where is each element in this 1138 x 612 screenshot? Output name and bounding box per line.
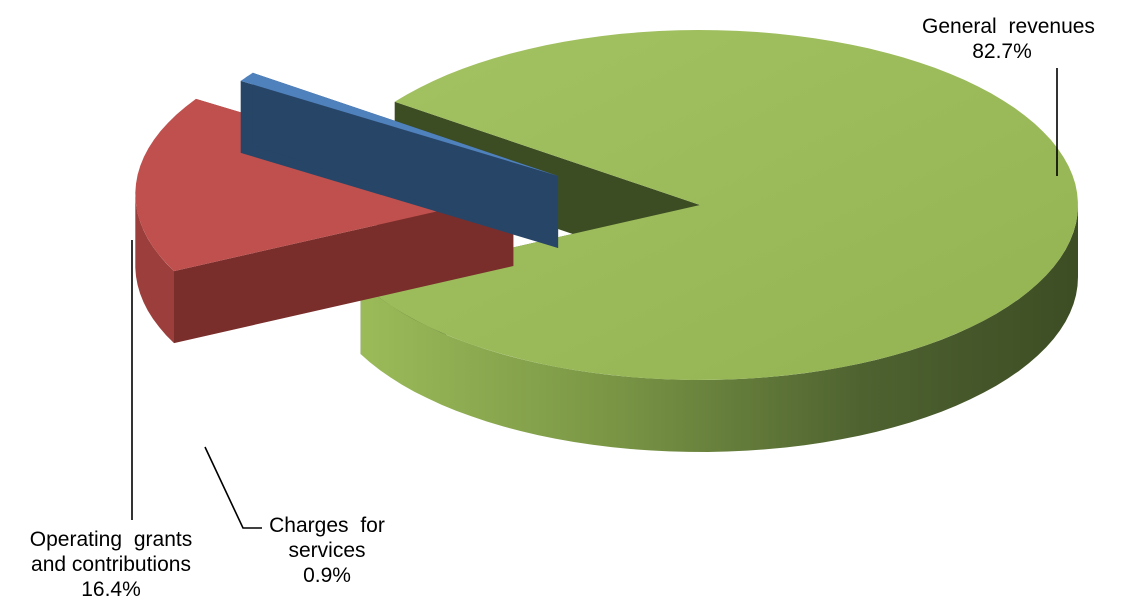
slice-general-revenues-side-0 bbox=[360, 205, 1078, 452]
label-charges-for-services: Charges for services 0.9% bbox=[262, 513, 392, 588]
slice-general-revenues-top bbox=[360, 30, 1078, 380]
label-operating-grants-name-line1: Operating grants bbox=[29, 528, 193, 551]
label-charges-value: 0.9% bbox=[303, 564, 351, 587]
slice-charges-for-services bbox=[240, 72, 559, 249]
label-operating-grants-value: 16.4% bbox=[81, 578, 141, 601]
label-charges-name-line2: services bbox=[288, 539, 366, 562]
slice-operating-grants-side-0 bbox=[135, 195, 174, 344]
label-operating-grants-name-line2: and contributions bbox=[31, 553, 191, 576]
label-general-revenues-value: 82.7% bbox=[972, 40, 1032, 63]
label-operating-grants: Operating grants and contributions 16.4% bbox=[6, 527, 216, 602]
leader-charges-for-services bbox=[204, 446, 262, 529]
label-general-revenues: General revenues 82.7% bbox=[922, 14, 1095, 64]
slice-general-revenues bbox=[360, 30, 1078, 452]
slice-operating-grants-top bbox=[135, 98, 514, 272]
label-general-revenues-name: General revenues bbox=[922, 15, 1095, 38]
label-charges-name-line1: Charges for bbox=[269, 514, 385, 537]
slice-charges-for-services-top bbox=[240, 72, 559, 176]
slice-charges-for-services-wall-end bbox=[252, 72, 559, 248]
